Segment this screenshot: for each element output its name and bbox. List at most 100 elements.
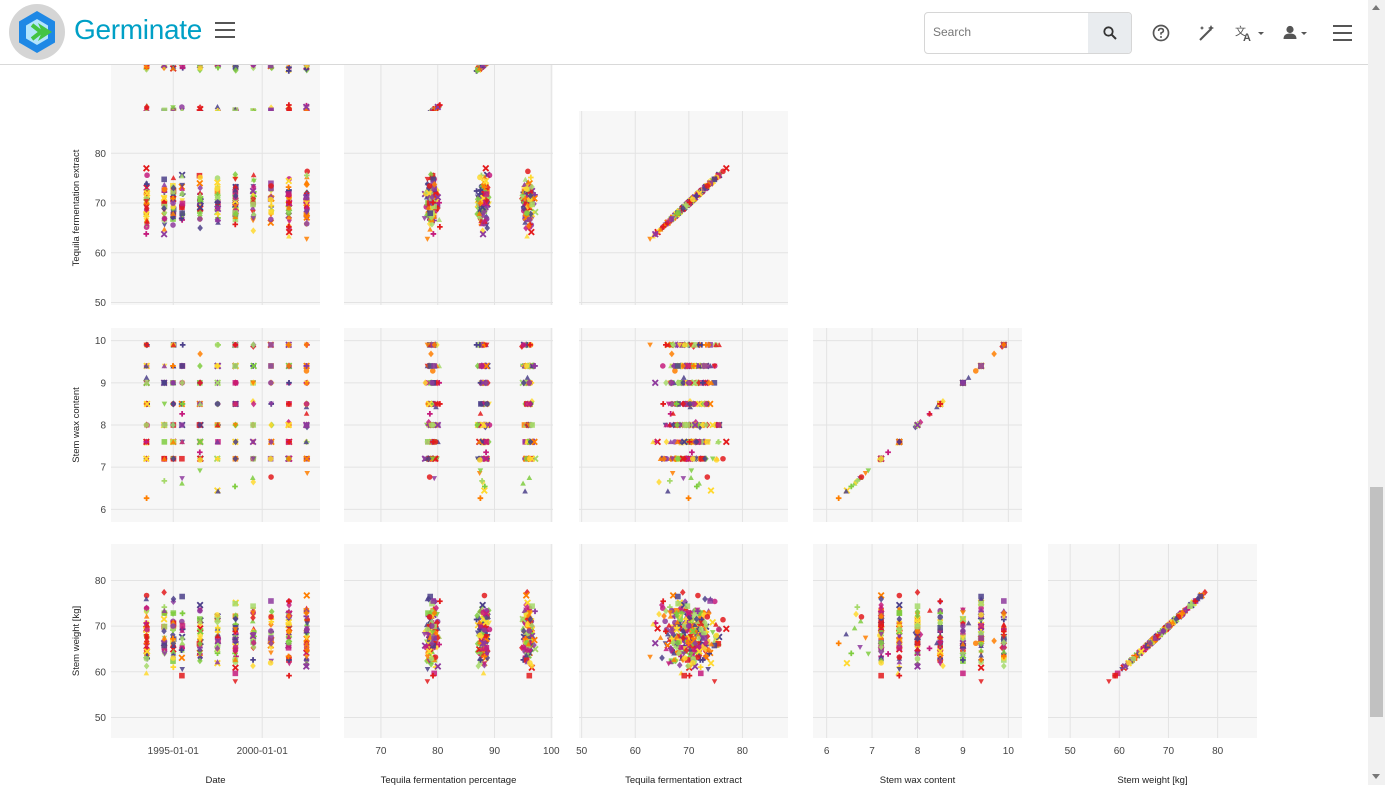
data-point	[480, 181, 487, 188]
data-point	[196, 203, 204, 211]
data-point	[436, 641, 442, 648]
data-point	[720, 616, 726, 623]
data-point	[686, 439, 693, 445]
data-point	[303, 181, 310, 188]
scatter-panel[interactable]	[579, 111, 788, 305]
data-point	[529, 183, 535, 191]
theme-toggle-icon[interactable]	[1196, 22, 1218, 44]
data-point	[936, 647, 944, 655]
data-point	[654, 624, 662, 632]
data-point	[960, 380, 966, 386]
data-point	[286, 205, 292, 212]
data-point	[1001, 644, 1007, 651]
scatter-panel[interactable]	[344, 328, 553, 522]
data-point	[161, 642, 167, 649]
data-point	[1152, 635, 1159, 641]
data-point	[682, 655, 688, 661]
data-point	[674, 421, 680, 429]
data-point	[249, 205, 256, 211]
data-point	[483, 439, 490, 445]
data-point	[914, 655, 921, 662]
scatter-panel[interactable]	[111, 544, 320, 738]
scatter-panel[interactable]	[1048, 544, 1257, 738]
data-point	[250, 64, 257, 69]
language-icon[interactable]: 文 A	[1234, 22, 1266, 44]
data-point	[144, 172, 150, 179]
data-point	[286, 672, 292, 679]
data-point	[143, 495, 150, 501]
data-point	[170, 184, 177, 192]
germinate-logo-icon[interactable]	[8, 3, 66, 61]
data-point	[960, 628, 966, 634]
data-point	[426, 474, 433, 480]
data-point	[527, 342, 533, 348]
data-point	[680, 476, 687, 482]
data-point	[161, 634, 168, 640]
data-point	[268, 598, 274, 604]
data-point	[722, 164, 730, 172]
scatter-panel[interactable]	[344, 111, 553, 305]
y-tick-label: 80	[95, 576, 107, 587]
y-tick-label: 8	[100, 421, 106, 432]
data-point	[178, 654, 186, 662]
data-point	[197, 401, 203, 407]
app-title[interactable]: Germinate	[74, 14, 203, 45]
data-point	[143, 103, 150, 111]
data-point	[692, 639, 698, 647]
data-point	[835, 640, 842, 647]
data-point	[680, 379, 686, 387]
scroll-thumb[interactable]	[1370, 487, 1383, 717]
settings-menu-icon[interactable]	[1333, 25, 1352, 46]
data-point	[303, 64, 310, 70]
data-point	[522, 176, 529, 182]
data-point	[286, 362, 292, 370]
help-icon[interactable]	[1150, 22, 1172, 44]
scatter-panel[interactable]	[579, 544, 788, 738]
data-point	[268, 643, 274, 651]
scatter-panel[interactable]	[579, 328, 788, 522]
data-point	[711, 598, 718, 605]
data-point	[303, 654, 310, 660]
data-point	[991, 637, 997, 645]
scatter-panel[interactable]	[111, 328, 320, 522]
page-scrollbar[interactable]	[1368, 0, 1385, 785]
data-point	[695, 592, 701, 599]
data-point	[1179, 609, 1186, 617]
scatter-panel[interactable]	[344, 544, 553, 738]
scroll-up-arrow[interactable]	[1372, 5, 1380, 10]
data-point	[937, 614, 944, 620]
data-point	[914, 651, 921, 657]
data-point	[679, 455, 687, 463]
data-point	[1001, 341, 1007, 349]
user-icon[interactable]	[1281, 22, 1311, 44]
data-point	[675, 363, 681, 369]
data-point	[479, 379, 487, 387]
data-point	[878, 604, 884, 612]
data-point	[878, 623, 884, 630]
data-point	[1001, 653, 1007, 660]
data-point	[232, 647, 239, 653]
data-point	[685, 623, 692, 629]
data-point	[697, 670, 704, 677]
search-input[interactable]	[925, 13, 1093, 51]
data-point	[843, 659, 851, 667]
data-point	[878, 643, 884, 651]
scroll-down-arrow[interactable]	[1372, 774, 1380, 779]
data-point	[530, 438, 538, 446]
data-point	[232, 679, 239, 685]
data-point	[681, 374, 687, 380]
data-point	[179, 210, 185, 217]
data-point	[431, 203, 437, 210]
scatter-panel[interactable]	[813, 328, 1022, 522]
data-point	[268, 342, 274, 348]
x-tick-label: 100	[543, 746, 560, 757]
data-point	[429, 639, 435, 647]
data-point	[197, 657, 203, 665]
data-point	[268, 614, 274, 620]
data-point	[696, 480, 702, 486]
data-point	[709, 456, 716, 462]
search-button[interactable]	[1088, 13, 1131, 53]
scatter-panel[interactable]	[813, 544, 1022, 738]
scatter-panel[interactable]	[111, 111, 320, 305]
hamburger-menu-icon[interactable]	[215, 22, 235, 40]
